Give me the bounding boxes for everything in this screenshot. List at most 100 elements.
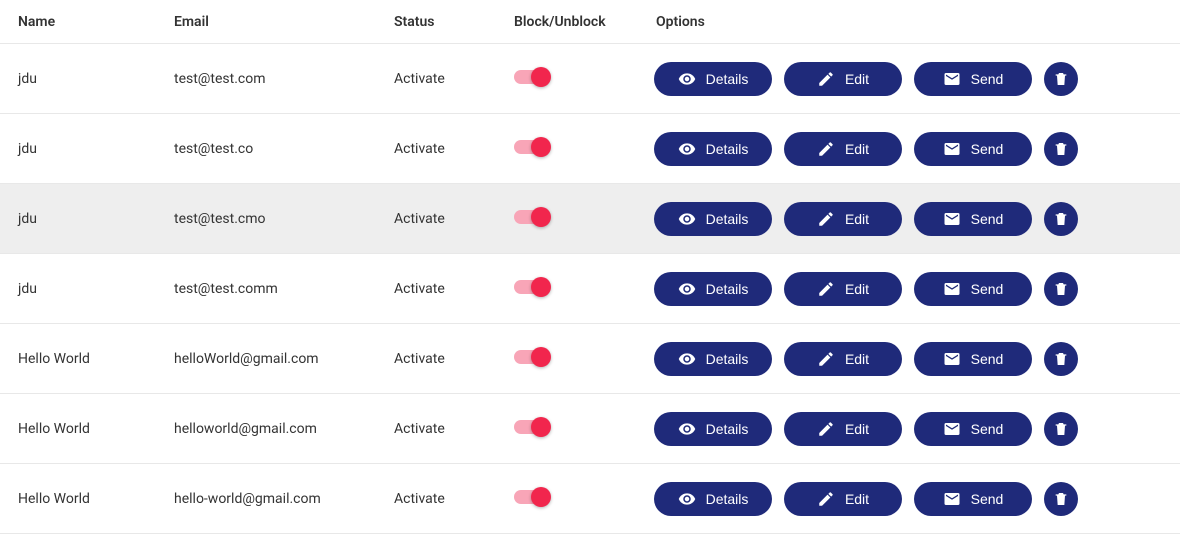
- send-button[interactable]: Send: [914, 62, 1032, 96]
- col-header-email: Email: [174, 14, 394, 30]
- pencil-icon: [817, 420, 835, 438]
- block-toggle[interactable]: [514, 490, 548, 504]
- block-toggle[interactable]: [514, 210, 548, 224]
- send-button-label: Send: [971, 491, 1004, 507]
- edit-button[interactable]: Edit: [784, 272, 902, 306]
- cell-block-toggle: [514, 70, 654, 88]
- cell-block-toggle: [514, 210, 654, 228]
- table-header-row: Name Email Status Block/Unblock Options: [0, 0, 1180, 44]
- send-button[interactable]: Send: [914, 202, 1032, 236]
- delete-button[interactable]: [1044, 62, 1078, 96]
- col-header-options: Options: [654, 14, 1176, 30]
- block-toggle[interactable]: [514, 350, 548, 364]
- trash-icon: [1053, 211, 1069, 227]
- cell-options: Details Edit Send: [654, 202, 1176, 236]
- send-button[interactable]: Send: [914, 482, 1032, 516]
- eye-icon: [678, 210, 696, 228]
- cell-name: Hello World: [4, 351, 174, 367]
- table-row: jdutest@test.cmoActivate Details Edit Send: [0, 184, 1180, 254]
- delete-button[interactable]: [1044, 342, 1078, 376]
- col-header-status: Status: [394, 14, 514, 30]
- cell-status: Activate: [394, 421, 514, 437]
- delete-button[interactable]: [1044, 272, 1078, 306]
- cell-block-toggle: [514, 280, 654, 298]
- delete-button[interactable]: [1044, 132, 1078, 166]
- details-button[interactable]: Details: [654, 62, 772, 96]
- delete-button[interactable]: [1044, 412, 1078, 446]
- cell-status: Activate: [394, 351, 514, 367]
- pencil-icon: [817, 210, 835, 228]
- cell-status: Activate: [394, 71, 514, 87]
- send-button-label: Send: [971, 421, 1004, 437]
- send-button[interactable]: Send: [914, 342, 1032, 376]
- users-table: Name Email Status Block/Unblock Options …: [0, 0, 1180, 534]
- cell-block-toggle: [514, 350, 654, 368]
- send-button[interactable]: Send: [914, 412, 1032, 446]
- edit-button[interactable]: Edit: [784, 412, 902, 446]
- send-button-label: Send: [971, 141, 1004, 157]
- cell-status: Activate: [394, 211, 514, 227]
- cell-email: helloWorld@gmail.com: [174, 351, 394, 367]
- cell-status: Activate: [394, 141, 514, 157]
- trash-icon: [1053, 421, 1069, 437]
- block-toggle[interactable]: [514, 140, 548, 154]
- send-button[interactable]: Send: [914, 272, 1032, 306]
- details-button-label: Details: [706, 421, 749, 437]
- edit-button-label: Edit: [845, 281, 869, 297]
- cell-email: test@test.cmo: [174, 211, 394, 227]
- block-toggle[interactable]: [514, 420, 548, 434]
- cell-status: Activate: [394, 281, 514, 297]
- delete-button[interactable]: [1044, 482, 1078, 516]
- eye-icon: [678, 280, 696, 298]
- delete-button[interactable]: [1044, 202, 1078, 236]
- cell-name: jdu: [4, 71, 174, 87]
- details-button[interactable]: Details: [654, 202, 772, 236]
- cell-options: Details Edit Send: [654, 342, 1176, 376]
- send-button[interactable]: Send: [914, 132, 1032, 166]
- details-button-label: Details: [706, 71, 749, 87]
- send-button-label: Send: [971, 351, 1004, 367]
- edit-button-label: Edit: [845, 421, 869, 437]
- edit-button-label: Edit: [845, 71, 869, 87]
- pencil-icon: [817, 350, 835, 368]
- cell-options: Details Edit Send: [654, 482, 1176, 516]
- details-button[interactable]: Details: [654, 482, 772, 516]
- table-row: Hello WorldhelloWorld@gmail.comActivate D…: [0, 324, 1180, 394]
- send-button-label: Send: [971, 281, 1004, 297]
- edit-button[interactable]: Edit: [784, 132, 902, 166]
- table-row: jdutest@test.coActivateDetailsEditSend: [0, 114, 1180, 184]
- details-button[interactable]: Details: [654, 412, 772, 446]
- details-button[interactable]: Details: [654, 132, 772, 166]
- pencil-icon: [817, 490, 835, 508]
- trash-icon: [1053, 141, 1069, 157]
- pencil-icon: [817, 70, 835, 88]
- edit-button[interactable]: Edit: [784, 482, 902, 516]
- details-button[interactable]: Details: [654, 272, 772, 306]
- cell-name: Hello World: [4, 491, 174, 507]
- cell-name: jdu: [4, 141, 174, 157]
- edit-button-label: Edit: [845, 491, 869, 507]
- eye-icon: [678, 140, 696, 158]
- col-header-name: Name: [4, 14, 174, 30]
- cell-options: Details Edit Send: [654, 62, 1176, 96]
- block-toggle[interactable]: [514, 280, 548, 294]
- details-button[interactable]: Details: [654, 342, 772, 376]
- details-button-label: Details: [706, 491, 749, 507]
- edit-button[interactable]: Edit: [784, 62, 902, 96]
- cell-options: Details Edit Send: [654, 412, 1176, 446]
- cell-email: helloworld@gmail.com: [174, 421, 394, 437]
- cell-block-toggle: [514, 490, 654, 508]
- table-row: jdutest@test.commActivateDetailsEditSend: [0, 254, 1180, 324]
- edit-button[interactable]: Edit: [784, 202, 902, 236]
- edit-button[interactable]: Edit: [784, 342, 902, 376]
- block-toggle[interactable]: [514, 70, 548, 84]
- cell-email: test@test.comm: [174, 281, 394, 297]
- eye-icon: [678, 350, 696, 368]
- mail-icon: [943, 210, 961, 228]
- table-row: Hello Worldhello-world@gmail.comActivate…: [0, 464, 1180, 534]
- send-button-label: Send: [971, 71, 1004, 87]
- cell-email: test@test.com: [174, 71, 394, 87]
- cell-block-toggle: [514, 420, 654, 438]
- cell-name: jdu: [4, 211, 174, 227]
- edit-button-label: Edit: [845, 141, 869, 157]
